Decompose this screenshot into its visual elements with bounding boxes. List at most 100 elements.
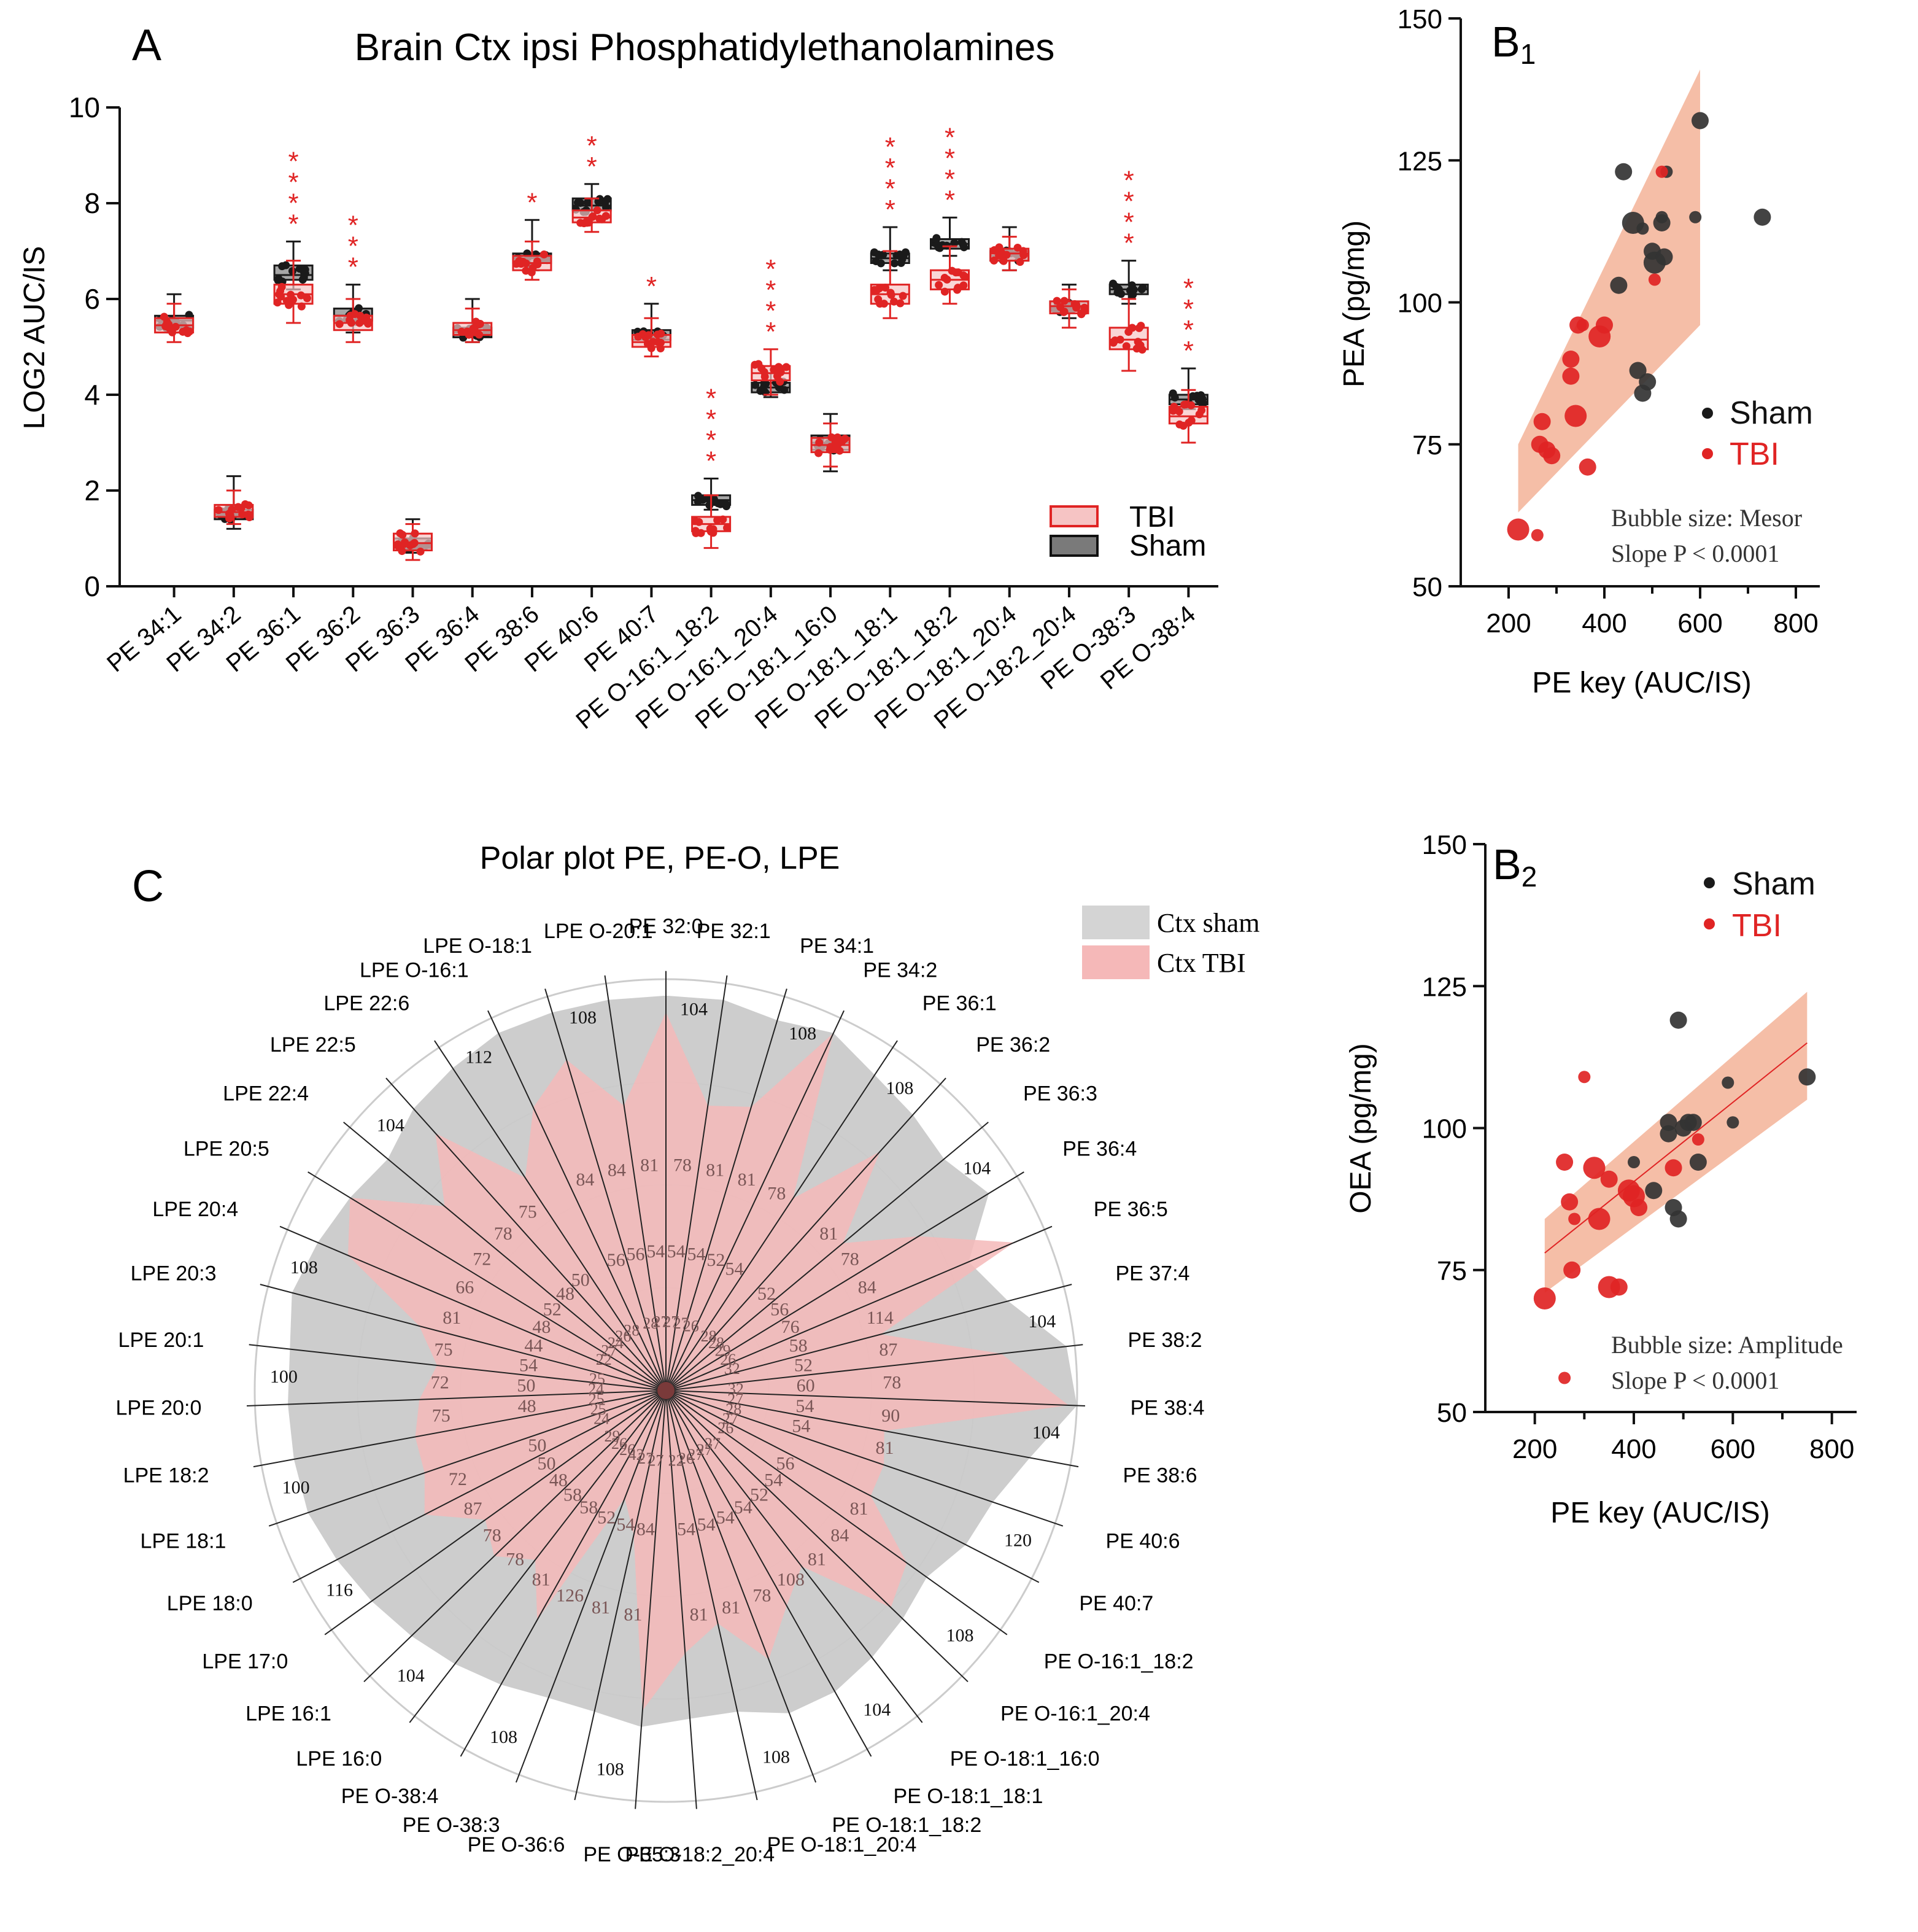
- sham-point: [959, 241, 967, 249]
- significance-star: *: [706, 384, 716, 414]
- sham-point: [1660, 1125, 1677, 1143]
- tbi-point: [1059, 308, 1068, 316]
- sham-point: [1117, 290, 1126, 298]
- ring-value-label: 81: [624, 1605, 642, 1625]
- axis-label: PE O-16:1_18:2: [1044, 1650, 1194, 1674]
- panel-b2: B2 OEA (pg/mg) PE key (AUC/IS) 50 75 100 12…: [1345, 830, 1857, 1529]
- ring-value-label: 52: [597, 1507, 616, 1527]
- significance-star: *: [765, 254, 776, 284]
- ring-value-label: 28: [725, 1400, 741, 1418]
- ring-value-label: 104: [680, 999, 708, 1020]
- y-tick-label: 150: [1398, 4, 1442, 34]
- ring-value-label: 54: [792, 1416, 810, 1437]
- axis-label: PE O-18:1_20:4: [767, 1833, 917, 1856]
- sham-point: [751, 381, 760, 389]
- tbi-point: [393, 540, 402, 549]
- tbi-point: [228, 505, 236, 514]
- radial-axis: [665, 1390, 697, 1809]
- radial-axis: [665, 1225, 1053, 1391]
- sham-point: [1197, 398, 1206, 407]
- tbi-point: [935, 281, 943, 289]
- sham-point: [1188, 392, 1197, 400]
- sham-point: [1689, 211, 1702, 223]
- significance-star: *: [1183, 294, 1194, 324]
- tbi-point: [475, 330, 484, 339]
- tbi-point: [273, 298, 282, 307]
- axis-label: LPE O-20:1: [544, 920, 653, 943]
- panel-b2-letter: B: [1493, 840, 1522, 888]
- tbi-point: [653, 330, 662, 339]
- radial-axis: [665, 1390, 1085, 1406]
- tbi-point: [656, 344, 665, 353]
- legend-tbi-dot: [1704, 918, 1715, 929]
- y-tick-label: 125: [1398, 146, 1442, 176]
- ring-value-label: 54: [764, 1470, 783, 1491]
- axis-label: PE O-36:6: [468, 1833, 565, 1856]
- tbi-point: [1060, 297, 1069, 305]
- axis-label: PE 36:1: [922, 992, 997, 1015]
- tbi-point: [539, 250, 548, 258]
- tbi-point: [896, 299, 905, 308]
- significance-star: *: [348, 252, 358, 282]
- ring-value-label: 27: [638, 1449, 654, 1467]
- ring-value-label: 75: [432, 1405, 450, 1426]
- tbi-point: [416, 547, 425, 556]
- legend-tbi-label: TBI: [1730, 436, 1779, 472]
- ring-value-label: 56: [607, 1250, 625, 1270]
- sham-point: [876, 259, 885, 268]
- panel-b2-plot: 50 75 100 125 150 200 400 600 800: [1422, 830, 1857, 1464]
- significance-star: *: [587, 152, 597, 182]
- tbi-point: [296, 291, 305, 300]
- tbi-point: [999, 257, 1008, 265]
- sham-point: [1112, 283, 1121, 292]
- sham-point: [1692, 112, 1709, 130]
- sham-point: [1636, 222, 1649, 235]
- significance-star: *: [1183, 315, 1194, 345]
- radial-axis: [460, 1390, 667, 1757]
- axis-label: LPE 18:2: [123, 1464, 209, 1488]
- ring-value-label: 78: [883, 1373, 901, 1393]
- tbi-point: [713, 516, 722, 524]
- ring-value-label: 52: [757, 1284, 776, 1304]
- panel-a-ylabel: LOG2 AUC/IS: [18, 246, 51, 430]
- radial-axis: [544, 988, 667, 1391]
- ring-value-label: 27: [653, 1313, 669, 1330]
- ring-value-label: 81: [738, 1170, 756, 1190]
- tbi-point: [999, 251, 1007, 260]
- tbi-point: [1600, 1170, 1618, 1188]
- axis-label: PE O-18:1_16:0: [950, 1747, 1100, 1771]
- tbi-point: [245, 513, 253, 522]
- axis-label: PE 38:2: [1128, 1329, 1202, 1352]
- tbi-point: [1630, 1199, 1648, 1216]
- ring-value-label: 48: [532, 1317, 551, 1337]
- panel-b1-annotation-1: Bubble size: Mesor: [1611, 504, 1802, 532]
- ring-value-label: 52: [794, 1356, 813, 1376]
- panel-b2-annotation-1: Bubble size: Amplitude: [1611, 1331, 1843, 1359]
- tbi-point: [297, 302, 306, 311]
- tbi-point: [1170, 402, 1178, 411]
- ring-value-label: 81: [819, 1224, 838, 1244]
- axis-label: LPE 20:0: [116, 1397, 202, 1420]
- tbi-point: [171, 322, 180, 331]
- radial-axis: [249, 1344, 667, 1391]
- tbi-point: [1187, 401, 1196, 409]
- tbi-point: [899, 292, 907, 300]
- tbi-point: [214, 506, 223, 514]
- panel-b2-sub: 2: [1522, 861, 1537, 893]
- ring-value-label: 81: [443, 1308, 461, 1328]
- axis-label: LPE 16:1: [246, 1702, 331, 1725]
- panel-b1-label: B1: [1491, 18, 1536, 70]
- tbi-point: [1610, 1278, 1628, 1296]
- tbi-point: [303, 294, 311, 303]
- significance-star: *: [1183, 336, 1194, 366]
- ring-value-label: 87: [463, 1499, 482, 1519]
- ring-value-label: 52: [543, 1299, 562, 1319]
- tbi-point: [1135, 324, 1143, 332]
- legend-sham-label: Sham: [1730, 395, 1813, 431]
- radial-axis: [515, 1390, 667, 1783]
- sham-point: [1727, 1116, 1739, 1129]
- ring-value-label: 54: [697, 1515, 716, 1535]
- sham-point: [1669, 1011, 1687, 1029]
- sham-point: [300, 268, 308, 276]
- axis-label: PE 40:6: [1106, 1529, 1180, 1553]
